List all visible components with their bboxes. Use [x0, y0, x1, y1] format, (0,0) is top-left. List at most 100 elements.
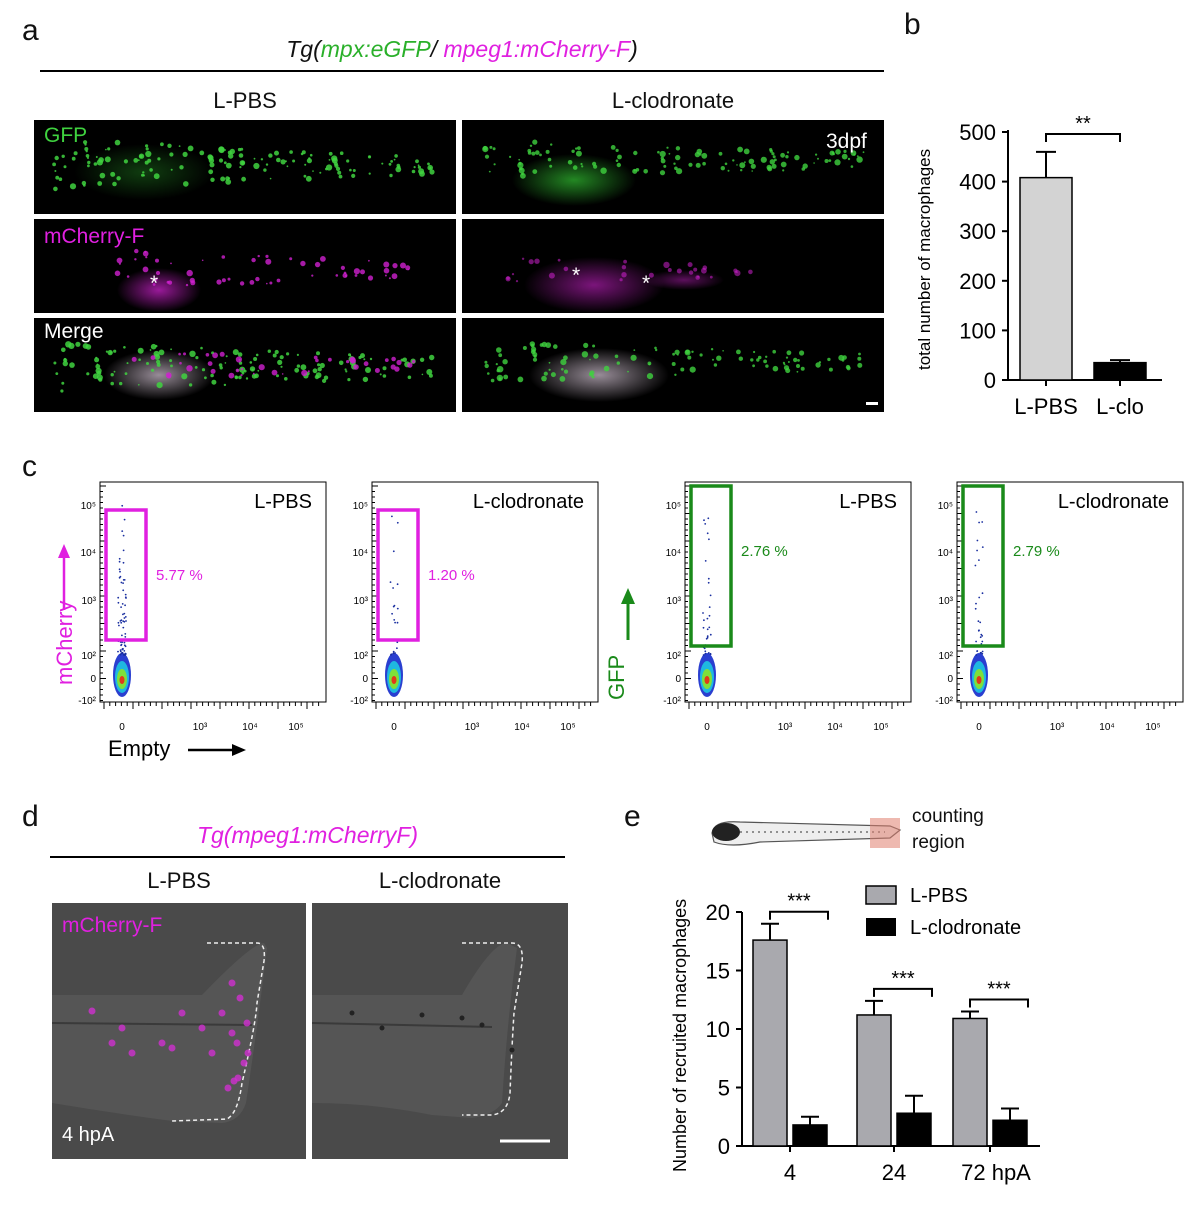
- flow-event: [122, 534, 125, 537]
- cell-dot: [648, 272, 654, 278]
- cell-dot: [107, 349, 113, 356]
- cell-dot: [696, 148, 703, 155]
- cell-dot: [710, 348, 714, 351]
- cell-dot: [151, 368, 155, 372]
- b-sig-bracket: [1045, 133, 1121, 142]
- cell-dot: [137, 347, 144, 354]
- cell-dot: [337, 170, 342, 175]
- cell-dot: [621, 272, 627, 278]
- flow-event: [979, 651, 982, 654]
- cell-dot: [63, 165, 67, 169]
- cell-dot: [139, 154, 143, 159]
- cell-dot: [296, 353, 299, 356]
- cell-dot: [680, 367, 685, 372]
- cell-dot: [716, 355, 722, 361]
- cell-dot: [167, 280, 173, 285]
- macrophage-dot: [128, 1049, 136, 1057]
- cell-dot: [589, 358, 591, 361]
- legend-label-lpbs: L-PBS: [910, 885, 968, 907]
- flow-event: [975, 602, 977, 605]
- notochord-lclo: [311, 1022, 493, 1028]
- cell-dot: [384, 274, 387, 277]
- cell-dot: [277, 359, 283, 365]
- e-ytick-label: 20: [706, 900, 730, 925]
- cell-dot: [389, 173, 393, 178]
- cell-dot: [769, 159, 775, 165]
- panel-letter-b: b: [904, 8, 921, 41]
- cell-dot: [62, 360, 68, 367]
- cell-dot: [539, 153, 542, 157]
- cell-dot: [666, 146, 669, 149]
- cell-dot: [533, 354, 537, 358]
- cell-dot: [227, 177, 231, 180]
- b-bar-l-pbs: [1019, 176, 1073, 381]
- cell-dot: [655, 348, 658, 352]
- cell-dot: [577, 146, 581, 150]
- cell-dot: [429, 354, 435, 361]
- cell-dot: [204, 376, 207, 380]
- cell-dot: [268, 153, 273, 158]
- cell-dot: [276, 278, 281, 283]
- cell-dot: [388, 277, 391, 280]
- cell-dot: [765, 355, 768, 358]
- flow-xtick-label: 10⁵: [873, 722, 888, 733]
- larva-mcherry-lpbs: [117, 268, 201, 312]
- e-ytick-label: 15: [706, 959, 730, 984]
- flow-event: [120, 644, 122, 647]
- cell-dot: [201, 259, 204, 262]
- flow-event: [981, 521, 984, 523]
- cell-dot: [87, 160, 91, 165]
- flow-event: [975, 511, 978, 513]
- cell-dot: [289, 257, 293, 261]
- cell-dot: [563, 369, 569, 374]
- cell-dot: [93, 162, 98, 166]
- cell-dot: [323, 375, 329, 380]
- flow-event: [703, 647, 706, 650]
- cell-dot: [760, 156, 767, 163]
- flow-event: [392, 587, 394, 589]
- cell-dot: [394, 154, 398, 158]
- e-ytick-label: 0: [718, 1134, 730, 1159]
- flow-event: [122, 620, 125, 622]
- cell-dot: [673, 162, 676, 165]
- flow-event: [117, 621, 120, 624]
- e-bar-lclo: [896, 1112, 932, 1147]
- cell-dot: [846, 366, 851, 371]
- cell-dot: [853, 153, 856, 156]
- legend-swatch-lpbs: [865, 885, 897, 905]
- cell-dot: [563, 266, 569, 272]
- flow-plot-label: L-clodronate: [1058, 491, 1169, 513]
- cell-dot: [782, 169, 785, 172]
- cell-dot: [857, 362, 863, 368]
- cell-dot: [674, 349, 680, 355]
- cell-dot: [740, 169, 743, 172]
- cell-dot: [61, 154, 65, 158]
- flow-event: [981, 635, 984, 637]
- cell-dot: [793, 357, 798, 363]
- cell-dot: [339, 151, 344, 155]
- stage-label: 3dpf: [826, 130, 867, 153]
- cell-dot: [170, 262, 172, 265]
- cell-dot: [824, 159, 829, 163]
- flow-plot-label: L-PBS: [254, 491, 312, 513]
- panel-letter-d: d: [22, 800, 39, 833]
- cell-dot: [828, 367, 833, 372]
- flow-xtick-label: 10⁵: [288, 722, 303, 733]
- cell-dot: [383, 267, 390, 274]
- flow-event: [390, 654, 392, 656]
- cell-dot: [258, 364, 265, 371]
- cell-dot: [182, 151, 188, 157]
- cell-dot: [627, 370, 629, 373]
- flow-event: [124, 616, 127, 618]
- flow-event: [122, 653, 125, 656]
- flow-ytick-label: 10⁵: [938, 501, 953, 512]
- flow-event: [707, 581, 710, 584]
- flow-xtick-label: 0: [704, 722, 710, 733]
- panel-c-flow-plots: 10⁵ 10⁴ 10³ 10² 0 -10² 0 10³ 10⁴ 10⁵ 5.77 % L-PBS 10…: [52, 481, 1184, 761]
- b-bar-l-clo: [1093, 361, 1147, 381]
- cell-dot: [186, 365, 193, 372]
- e-bar-lpbs: [952, 1017, 988, 1147]
- cell-dot: [160, 142, 164, 147]
- flow-event: [709, 594, 712, 597]
- chart-b-axes: 0 100 200 300 400 500 L-PBS L-clo: [959, 120, 1162, 419]
